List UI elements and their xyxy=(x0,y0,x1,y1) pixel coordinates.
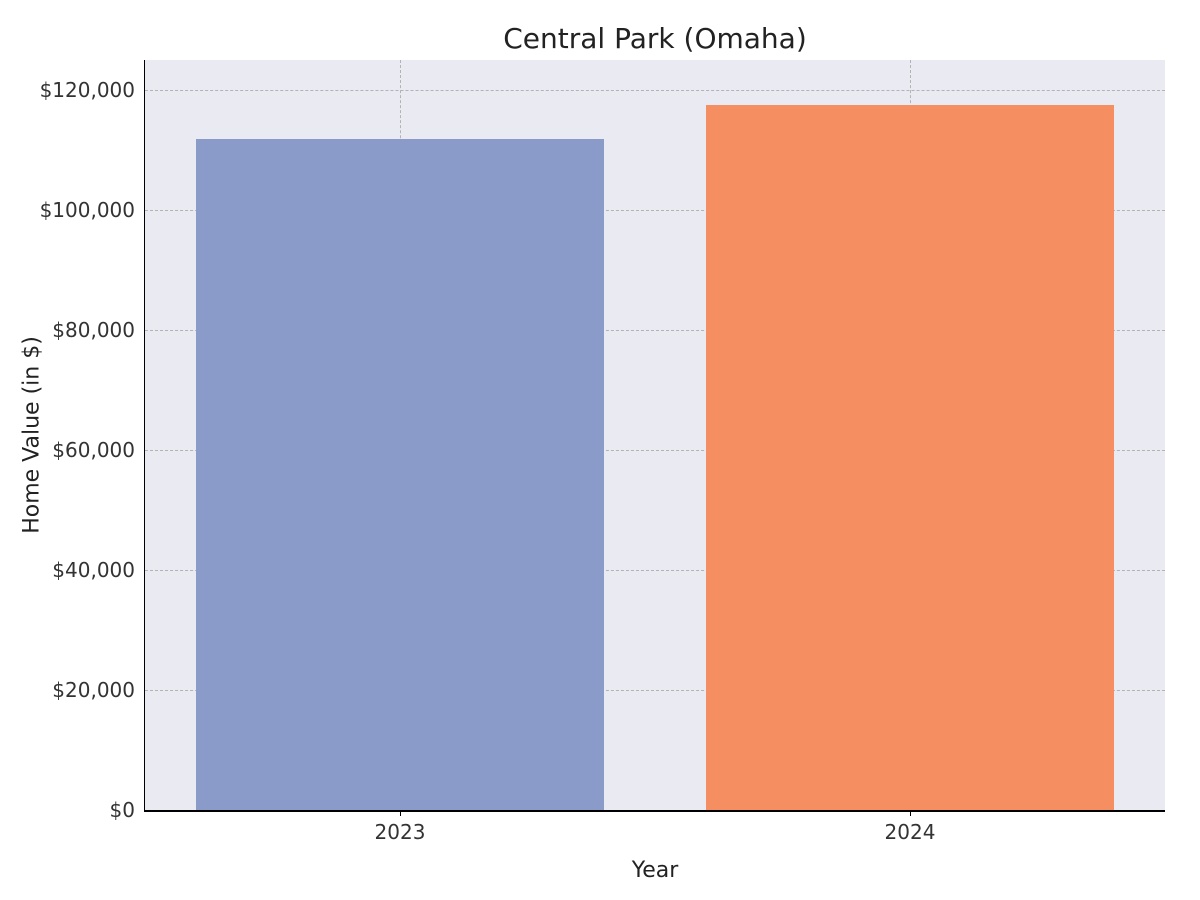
plot-area xyxy=(145,60,1165,810)
x-tick-label: 2023 xyxy=(375,820,426,844)
x-axis-spine xyxy=(144,810,1166,812)
figure: Central Park (Omaha) Home Value (in $) Y… xyxy=(0,0,1200,900)
y-tick-label: $40,000 xyxy=(52,558,135,582)
y-tick-label: $60,000 xyxy=(52,438,135,462)
y-tick-label: $120,000 xyxy=(40,78,135,102)
gridline-horizontal xyxy=(145,90,1165,91)
x-tick-label: 2024 xyxy=(885,820,936,844)
y-tick-label: $0 xyxy=(110,798,135,822)
bar xyxy=(706,105,1114,810)
y-axis-spine xyxy=(144,60,146,810)
y-tick-label: $20,000 xyxy=(52,678,135,702)
y-axis-label: Home Value (in $) xyxy=(20,336,45,534)
bar xyxy=(196,139,604,810)
chart-title: Central Park (Omaha) xyxy=(503,22,807,55)
x-tick-mark xyxy=(400,810,401,816)
x-tick-mark xyxy=(910,810,911,816)
y-tick-label: $80,000 xyxy=(52,318,135,342)
y-tick-label: $100,000 xyxy=(40,198,135,222)
x-axis-label: Year xyxy=(632,858,679,883)
